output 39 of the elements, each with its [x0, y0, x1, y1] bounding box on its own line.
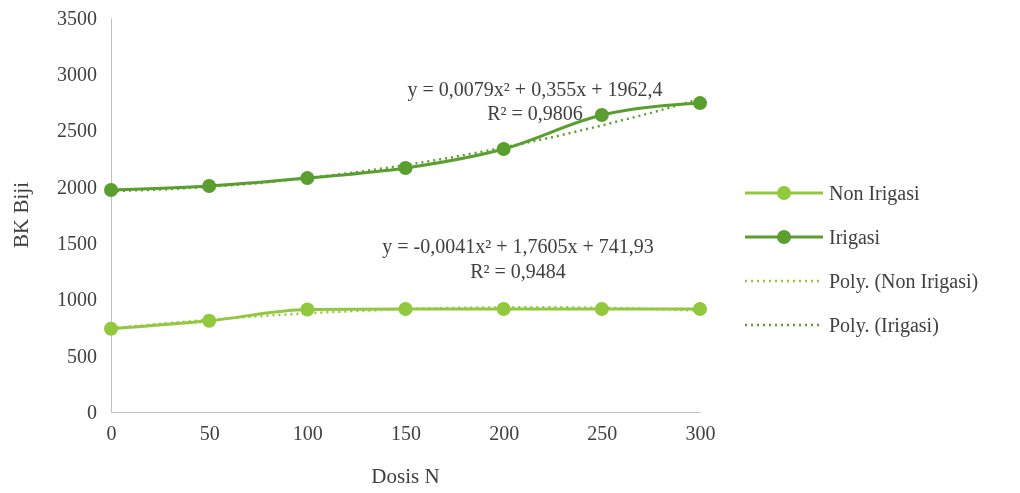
point	[398, 161, 413, 176]
y-tick-label: 3500	[57, 6, 97, 29]
point	[496, 142, 511, 157]
legend-label: Poly. (Irigasi)	[829, 314, 939, 337]
legend-label: Irigasi	[829, 226, 881, 249]
point	[300, 302, 315, 317]
legend-label: Non Irigasi	[829, 182, 920, 205]
annotation: R² = 0,9484	[470, 260, 566, 282]
y-tick-label: 1000	[57, 288, 97, 311]
point	[300, 171, 315, 186]
point	[594, 108, 609, 123]
annotation: y = -0,0041x² + 1,7605x + 741,93	[382, 235, 654, 258]
y-axis-title: BK Biji	[9, 181, 33, 248]
y-tick-label: 2500	[57, 119, 97, 142]
y-tick-label: 1500	[57, 232, 97, 255]
y-tick-label: 500	[67, 344, 97, 367]
y-tick-label: 0	[87, 400, 97, 423]
x-tick-label: 100	[292, 422, 323, 445]
point	[496, 302, 511, 316]
point	[202, 313, 217, 328]
legend-label: Poly. (Non Irigasi)	[829, 270, 979, 293]
y-tick-label: 3000	[57, 63, 97, 86]
x-tick-label: 50	[199, 422, 220, 445]
x-tick-label: 150	[391, 422, 421, 445]
point	[398, 302, 413, 316]
point	[104, 321, 118, 336]
x-tick-label: 300	[685, 422, 716, 445]
annotation: y = 0,0079x² + 0,355x + 1962,4	[407, 78, 663, 101]
x-tick-label: 250	[587, 422, 618, 445]
point	[104, 183, 118, 198]
point	[202, 179, 217, 194]
point	[594, 302, 609, 316]
x-tick-label: 200	[489, 422, 520, 445]
annotation: R² = 0,9806	[487, 102, 583, 124]
point	[693, 302, 707, 316]
x-tick-label: 0	[106, 422, 117, 445]
x-axis-title: Dosis N	[371, 464, 440, 488]
y-tick-label: 2000	[57, 175, 97, 198]
point	[693, 96, 707, 111]
